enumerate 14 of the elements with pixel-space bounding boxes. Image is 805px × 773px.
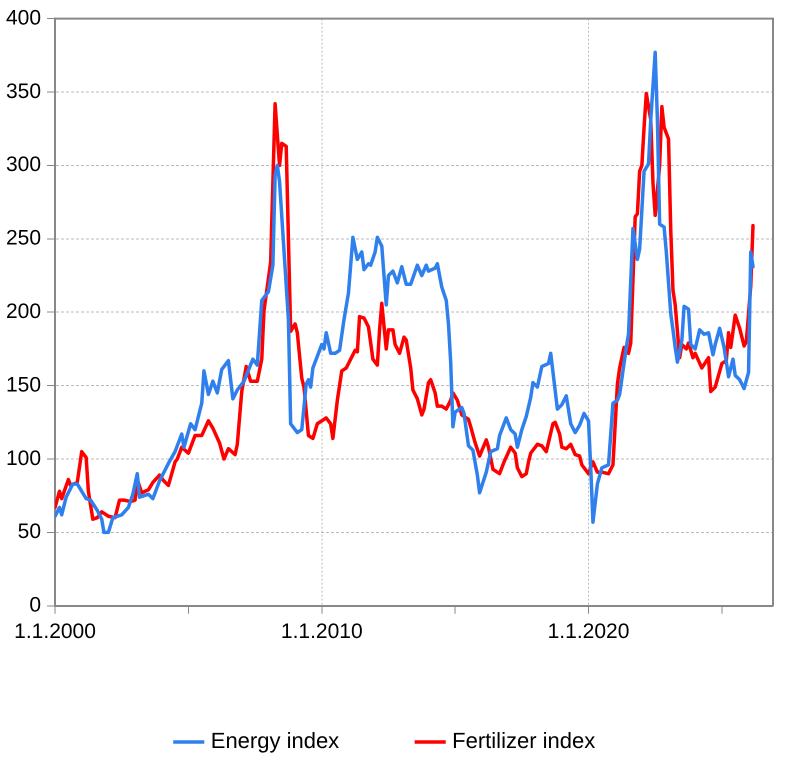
- y-tick-label: 200: [6, 300, 42, 323]
- x-tick-label: 1.1.2000: [14, 620, 96, 644]
- y-tick-label: 150: [6, 373, 42, 396]
- legend-label: Fertilizer index: [452, 728, 596, 754]
- y-tick-label: 0: [29, 594, 42, 617]
- y-tick-label: 100: [6, 446, 42, 470]
- y-tick-label: 50: [18, 520, 42, 544]
- y-tick-label: 250: [6, 226, 42, 250]
- x-tick-label: 1.1.2020: [548, 620, 630, 644]
- x-tick-label: 1.1.2010: [280, 620, 363, 644]
- y-tick-label: 350: [6, 80, 42, 103]
- legend-label: Energy index: [210, 728, 340, 754]
- y-tick-label: 300: [6, 153, 42, 176]
- y-tick-label: 400: [6, 6, 42, 30]
